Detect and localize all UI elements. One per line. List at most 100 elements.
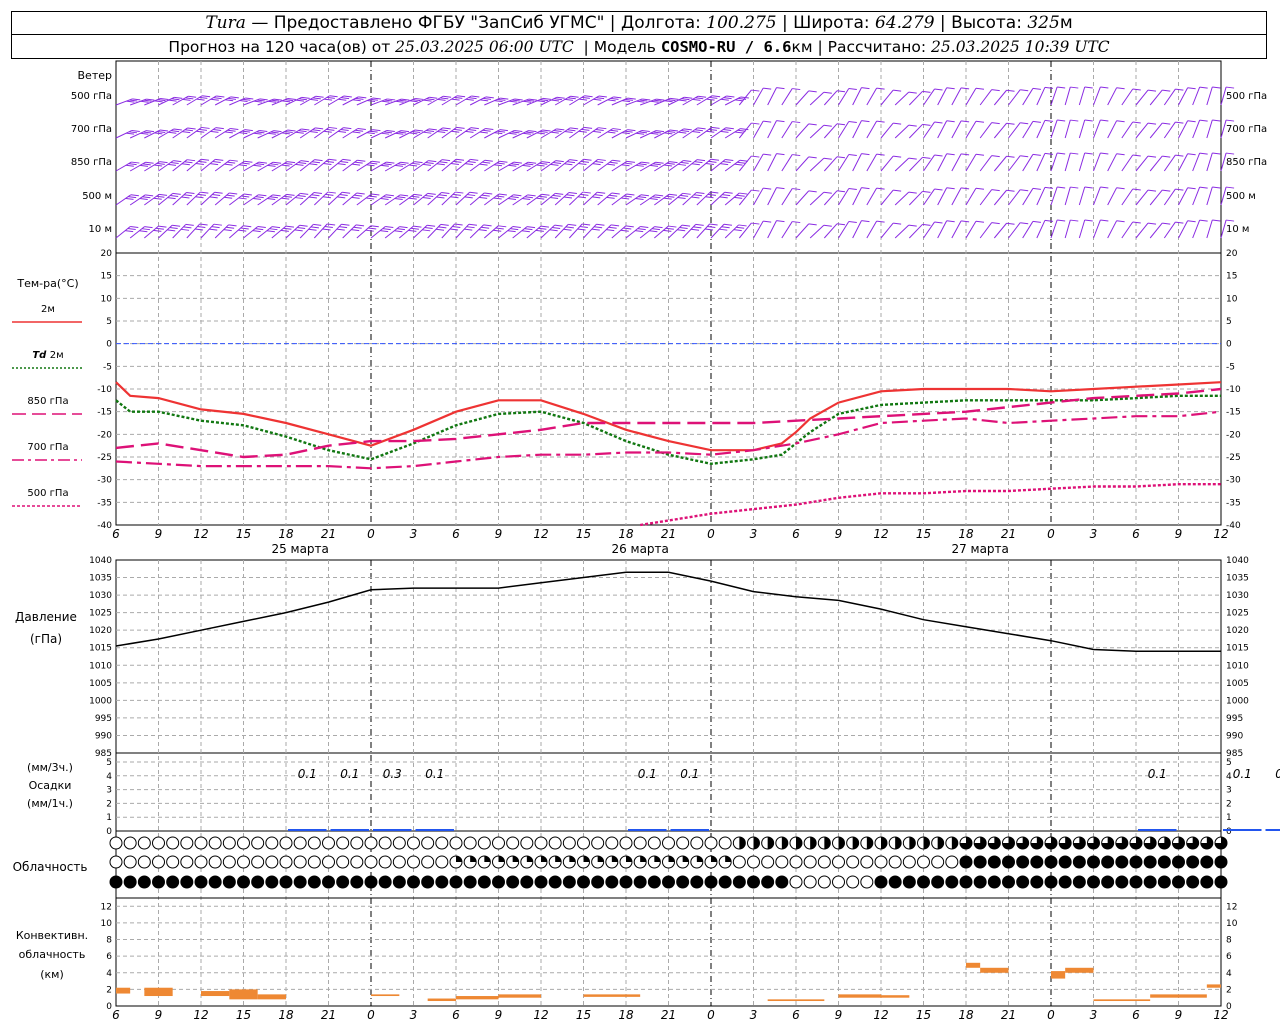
cloud-circle [888,855,902,869]
cloud-fill [1172,837,1185,849]
wind-barb-flag [386,129,395,132]
wind-barb-flag [210,163,219,166]
wind-barb-flag [553,98,562,101]
wind-barb [1163,221,1176,239]
wind-barb-flag [467,194,476,197]
precip-tick-label: 3 [106,786,112,796]
wind-barb-flag [564,98,574,101]
precip-title: Осадки [29,779,72,792]
wind-barb-flag [623,195,632,198]
wind-barb-flag [524,196,533,199]
pressure-tick-label-right: 1025 [1226,609,1249,619]
cloud-circle [137,875,151,889]
precip-amount-label: 0.1 [1148,767,1167,781]
conv-bar [1150,994,1207,998]
wind-barb-flag [341,223,350,226]
wind-barb-flag [723,223,733,226]
temp-tick-label: 15 [101,272,112,282]
wind-barb-flag [721,226,730,229]
wind-barb-flag [182,131,191,134]
wind-barb-flag [130,194,139,197]
wind-barb-flag [409,164,418,167]
wind-barb [809,191,825,206]
wind-barb-flag [342,158,351,161]
time-tick-label-bottom: 18 [958,1008,974,1022]
wind-barb-flag [584,126,593,129]
conv-bar [1093,999,1151,1002]
wind-barb-flag [876,153,885,156]
wind-barb-flag [497,98,506,101]
wind-barb-flag [238,229,247,232]
cloud-circle [917,855,930,869]
wind-barb-flag [682,192,691,195]
wind-barb-flag [776,220,785,223]
wind-barb-flag [497,130,506,133]
wind-barb-flag [440,97,449,100]
time-tick-label: 3 [750,527,758,541]
cloud-circle [1115,855,1129,869]
cloud-circle [364,836,378,850]
wind-barb-flag [591,228,600,231]
wind-barb-flag [199,223,208,226]
wind-barb-flag [639,99,648,102]
wind-barb-flag [1044,86,1054,89]
cloud-circle [194,855,208,869]
wind-barb-flag [229,159,238,162]
wind-barb-flag [238,197,247,200]
wind-barb-flag [442,127,451,130]
wind-barb [1093,186,1101,206]
wind-barb-flag [409,132,418,135]
cloud-fill [541,856,547,862]
cloud-circle [336,855,350,869]
wind-barb-flag [1020,155,1029,158]
wind-barb [880,189,894,206]
wind-barb-flag [649,198,658,201]
wind-barb-flag [284,162,293,165]
wind-barb [923,88,935,106]
cloud-circle [1058,875,1072,889]
wind-barb-flag [496,195,505,198]
wind-barb-flag [309,98,319,101]
wind-barb-flag [354,194,363,197]
cloud-circle [1044,875,1058,889]
cloud-circle [987,875,1001,889]
wind-barb-flag [427,224,436,227]
cloud-circle [817,855,831,869]
cloud-fill [796,837,802,849]
wind-barb-flag [471,95,480,98]
wind-barb-flag [323,130,332,133]
wind-barb-flag [514,130,523,132]
temp-tick-label: -25 [97,453,112,463]
cloud-circle [747,875,760,889]
wind-barb [738,89,752,106]
wind-barb-flag [329,126,338,129]
cloud-circle [237,836,250,850]
wind-barb-flag [598,95,607,98]
wind-barb [866,220,878,239]
wind-barb [965,87,977,106]
wind-barb-flag [861,153,870,156]
wind-barb-flag [946,87,955,90]
time-tick-label-bottom: 12 [533,1008,548,1022]
cloud-fill [951,837,958,849]
temp-series-line [115,381,1222,452]
wind-barb-flag [484,192,493,195]
wind-barb-flag [439,129,448,132]
time-tick-label: 6 [792,527,800,541]
wind-barb-flag [1187,120,1196,123]
wind-level-label: 850 гПа [71,157,112,168]
wind-barb-flag [441,159,451,162]
cloud-circle [194,836,208,850]
wind-barb-flag [848,87,857,90]
time-tick-label-bottom: 9 [155,1008,163,1022]
wind-barb [1220,186,1227,206]
wind-barb-flag [258,161,267,164]
wind-barb-flag [584,95,593,98]
wind-barb-flag [1147,122,1157,125]
pressure-tick-label: 990 [95,731,112,741]
wind-barb-flag [153,229,162,232]
wind-barb-flag [763,120,772,123]
wind-barb [767,87,777,106]
wind-barb-flag [612,128,621,131]
wind-barb-flag [581,128,590,131]
